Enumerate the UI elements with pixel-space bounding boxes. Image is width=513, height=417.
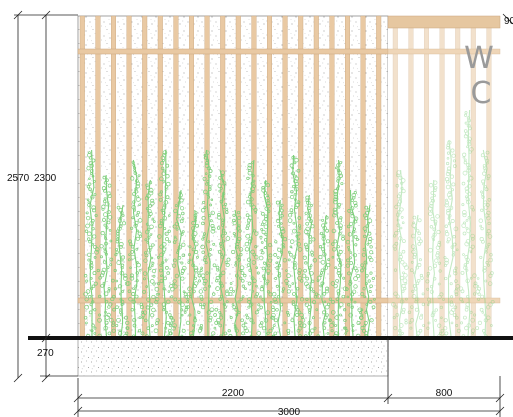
timber-slat <box>392 27 398 339</box>
timber-slat <box>408 27 414 339</box>
plant-stem <box>299 194 319 338</box>
timber-slat <box>424 27 430 339</box>
climbing-plants <box>83 149 376 339</box>
upper-rail-main <box>77 48 389 55</box>
plant-stem <box>124 159 146 338</box>
plant-stem <box>286 154 305 338</box>
timber-slat <box>95 15 101 339</box>
timber-slat <box>142 15 148 339</box>
timber-slat <box>439 27 445 339</box>
timber-slat <box>313 15 319 339</box>
upper-rail-side <box>387 48 501 55</box>
plant-stem <box>315 214 334 338</box>
plant-stem <box>97 174 116 339</box>
plant-stem <box>184 209 203 338</box>
timber-slat <box>282 15 288 339</box>
climbing-plants-faded <box>391 109 495 339</box>
dim-label-below-ground: 270 <box>37 348 54 359</box>
timber-slat <box>345 15 351 339</box>
plant-stem <box>442 139 461 338</box>
timber-slat <box>267 15 273 339</box>
plant-stem <box>241 159 262 338</box>
plant-stem <box>391 169 409 338</box>
timber-slat <box>455 27 461 339</box>
plant-stem <box>475 149 495 338</box>
timber-slat <box>376 15 382 339</box>
dim-label-top-corner: 90 <box>504 16 513 27</box>
dim-label-total-width: 3000 <box>278 407 301 417</box>
plant-stem <box>343 189 364 339</box>
timber-slat <box>329 15 335 339</box>
plant-stem <box>425 179 445 339</box>
dim-label-side-width: 800 <box>436 388 453 399</box>
plant-stem <box>257 179 276 338</box>
plant-stem <box>111 204 130 339</box>
plant-stem <box>197 149 219 338</box>
wc-top-beam <box>387 15 501 29</box>
wc-label-c: C <box>471 76 492 111</box>
main-wall-panel <box>77 15 389 339</box>
dim-label-total-height: 2570 <box>7 173 30 184</box>
plant-stem <box>359 204 376 339</box>
wc-label-w: W <box>464 41 494 76</box>
lower-rail-side <box>387 297 501 304</box>
plant-stem <box>458 109 478 338</box>
plant-stem <box>328 159 349 339</box>
dim-label-main-width: 2200 <box>222 388 245 399</box>
dim-label-wall-height: 2300 <box>34 173 57 184</box>
plant-stem <box>228 209 247 339</box>
plant-stem <box>155 149 174 338</box>
plant-stem <box>83 149 102 339</box>
plant-stem <box>271 199 291 338</box>
foundation-soil <box>77 337 389 377</box>
plant-stem <box>140 179 160 338</box>
timber-slat <box>79 15 85 339</box>
